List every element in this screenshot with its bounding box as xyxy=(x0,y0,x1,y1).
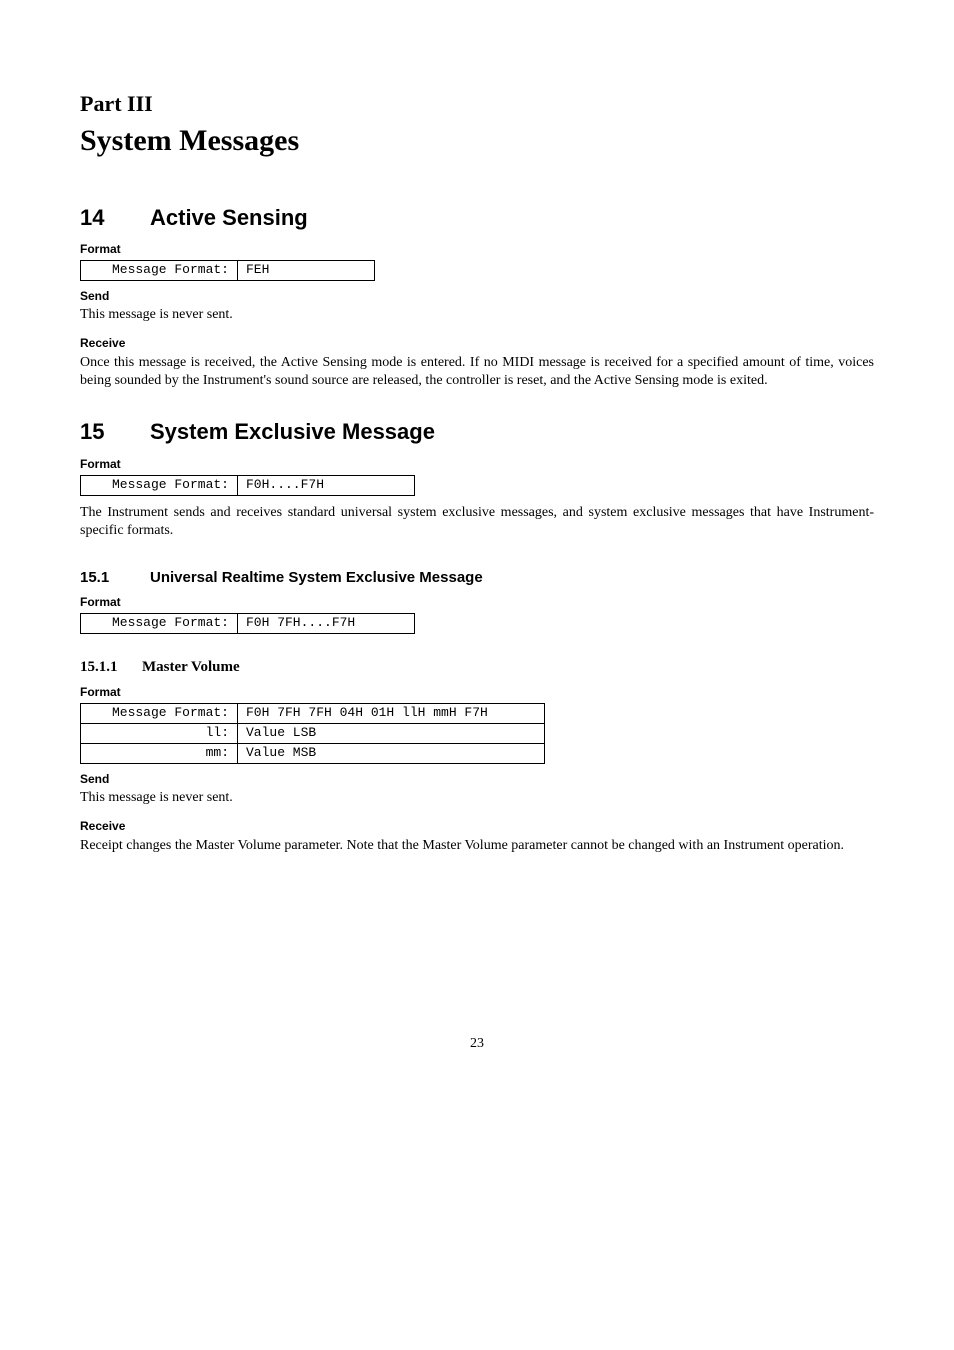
format-key: Message Format: xyxy=(81,475,238,495)
format-value: FEH xyxy=(238,260,375,280)
send-body: This message is never sent. xyxy=(80,306,874,324)
section-15-1-heading: 15.1Universal Realtime System Exclusive … xyxy=(80,568,874,588)
section-title: Master Volume xyxy=(142,659,240,675)
page-number: 23 xyxy=(80,1035,874,1053)
section-number: 15.1 xyxy=(80,568,150,588)
format-key: ll: xyxy=(81,723,238,743)
format-label: Format xyxy=(80,685,874,701)
format-table: Message Format: FEH xyxy=(80,260,375,281)
section-14-heading: 14Active Sensing xyxy=(80,204,874,233)
part-title: System Messages xyxy=(80,121,874,160)
format-key: Message Format: xyxy=(81,260,238,280)
section-title: Universal Realtime System Exclusive Mess… xyxy=(150,569,483,586)
section-number: 15.1.1 xyxy=(80,658,142,678)
format-value: F0H 7FH....F7H xyxy=(238,613,415,633)
format-table: Message Format: F0H 7FH 7FH 04H 01H llH … xyxy=(80,703,545,764)
format-label: Format xyxy=(80,595,874,611)
format-label: Format xyxy=(80,242,874,258)
format-key: Message Format: xyxy=(81,703,238,723)
format-value: Value MSB xyxy=(238,743,545,763)
format-label: Format xyxy=(80,457,874,473)
receive-body: Once this message is received, the Activ… xyxy=(80,354,874,390)
section-number: 14 xyxy=(80,204,150,233)
format-value: F0H....F7H xyxy=(238,475,415,495)
receive-label: Receive xyxy=(80,336,874,352)
format-value: F0H 7FH 7FH 04H 01H llH mmH F7H xyxy=(238,703,545,723)
table-row: Message Format: F0H 7FH 7FH 04H 01H llH … xyxy=(81,703,545,723)
table-row: ll: Value LSB xyxy=(81,723,545,743)
intro-body: The Instrument sends and receives standa… xyxy=(80,504,874,540)
send-body: This message is never sent. xyxy=(80,789,874,807)
section-15-heading: 15System Exclusive Message xyxy=(80,418,874,447)
section-title: System Exclusive Message xyxy=(150,419,435,444)
format-key: mm: xyxy=(81,743,238,763)
section-15-1-1-heading: 15.1.1Master Volume xyxy=(80,658,874,678)
send-label: Send xyxy=(80,289,874,305)
section-number: 15 xyxy=(80,418,150,447)
send-label: Send xyxy=(80,772,874,788)
section-title: Active Sensing xyxy=(150,205,308,230)
format-value: Value LSB xyxy=(238,723,545,743)
table-row: mm: Value MSB xyxy=(81,743,545,763)
format-table: Message Format: F0H 7FH....F7H xyxy=(80,613,415,634)
receive-label: Receive xyxy=(80,819,874,835)
part-label: Part III xyxy=(80,90,874,119)
format-table: Message Format: F0H....F7H xyxy=(80,475,415,496)
format-key: Message Format: xyxy=(81,613,238,633)
receive-body: Receipt changes the Master Volume parame… xyxy=(80,837,874,855)
